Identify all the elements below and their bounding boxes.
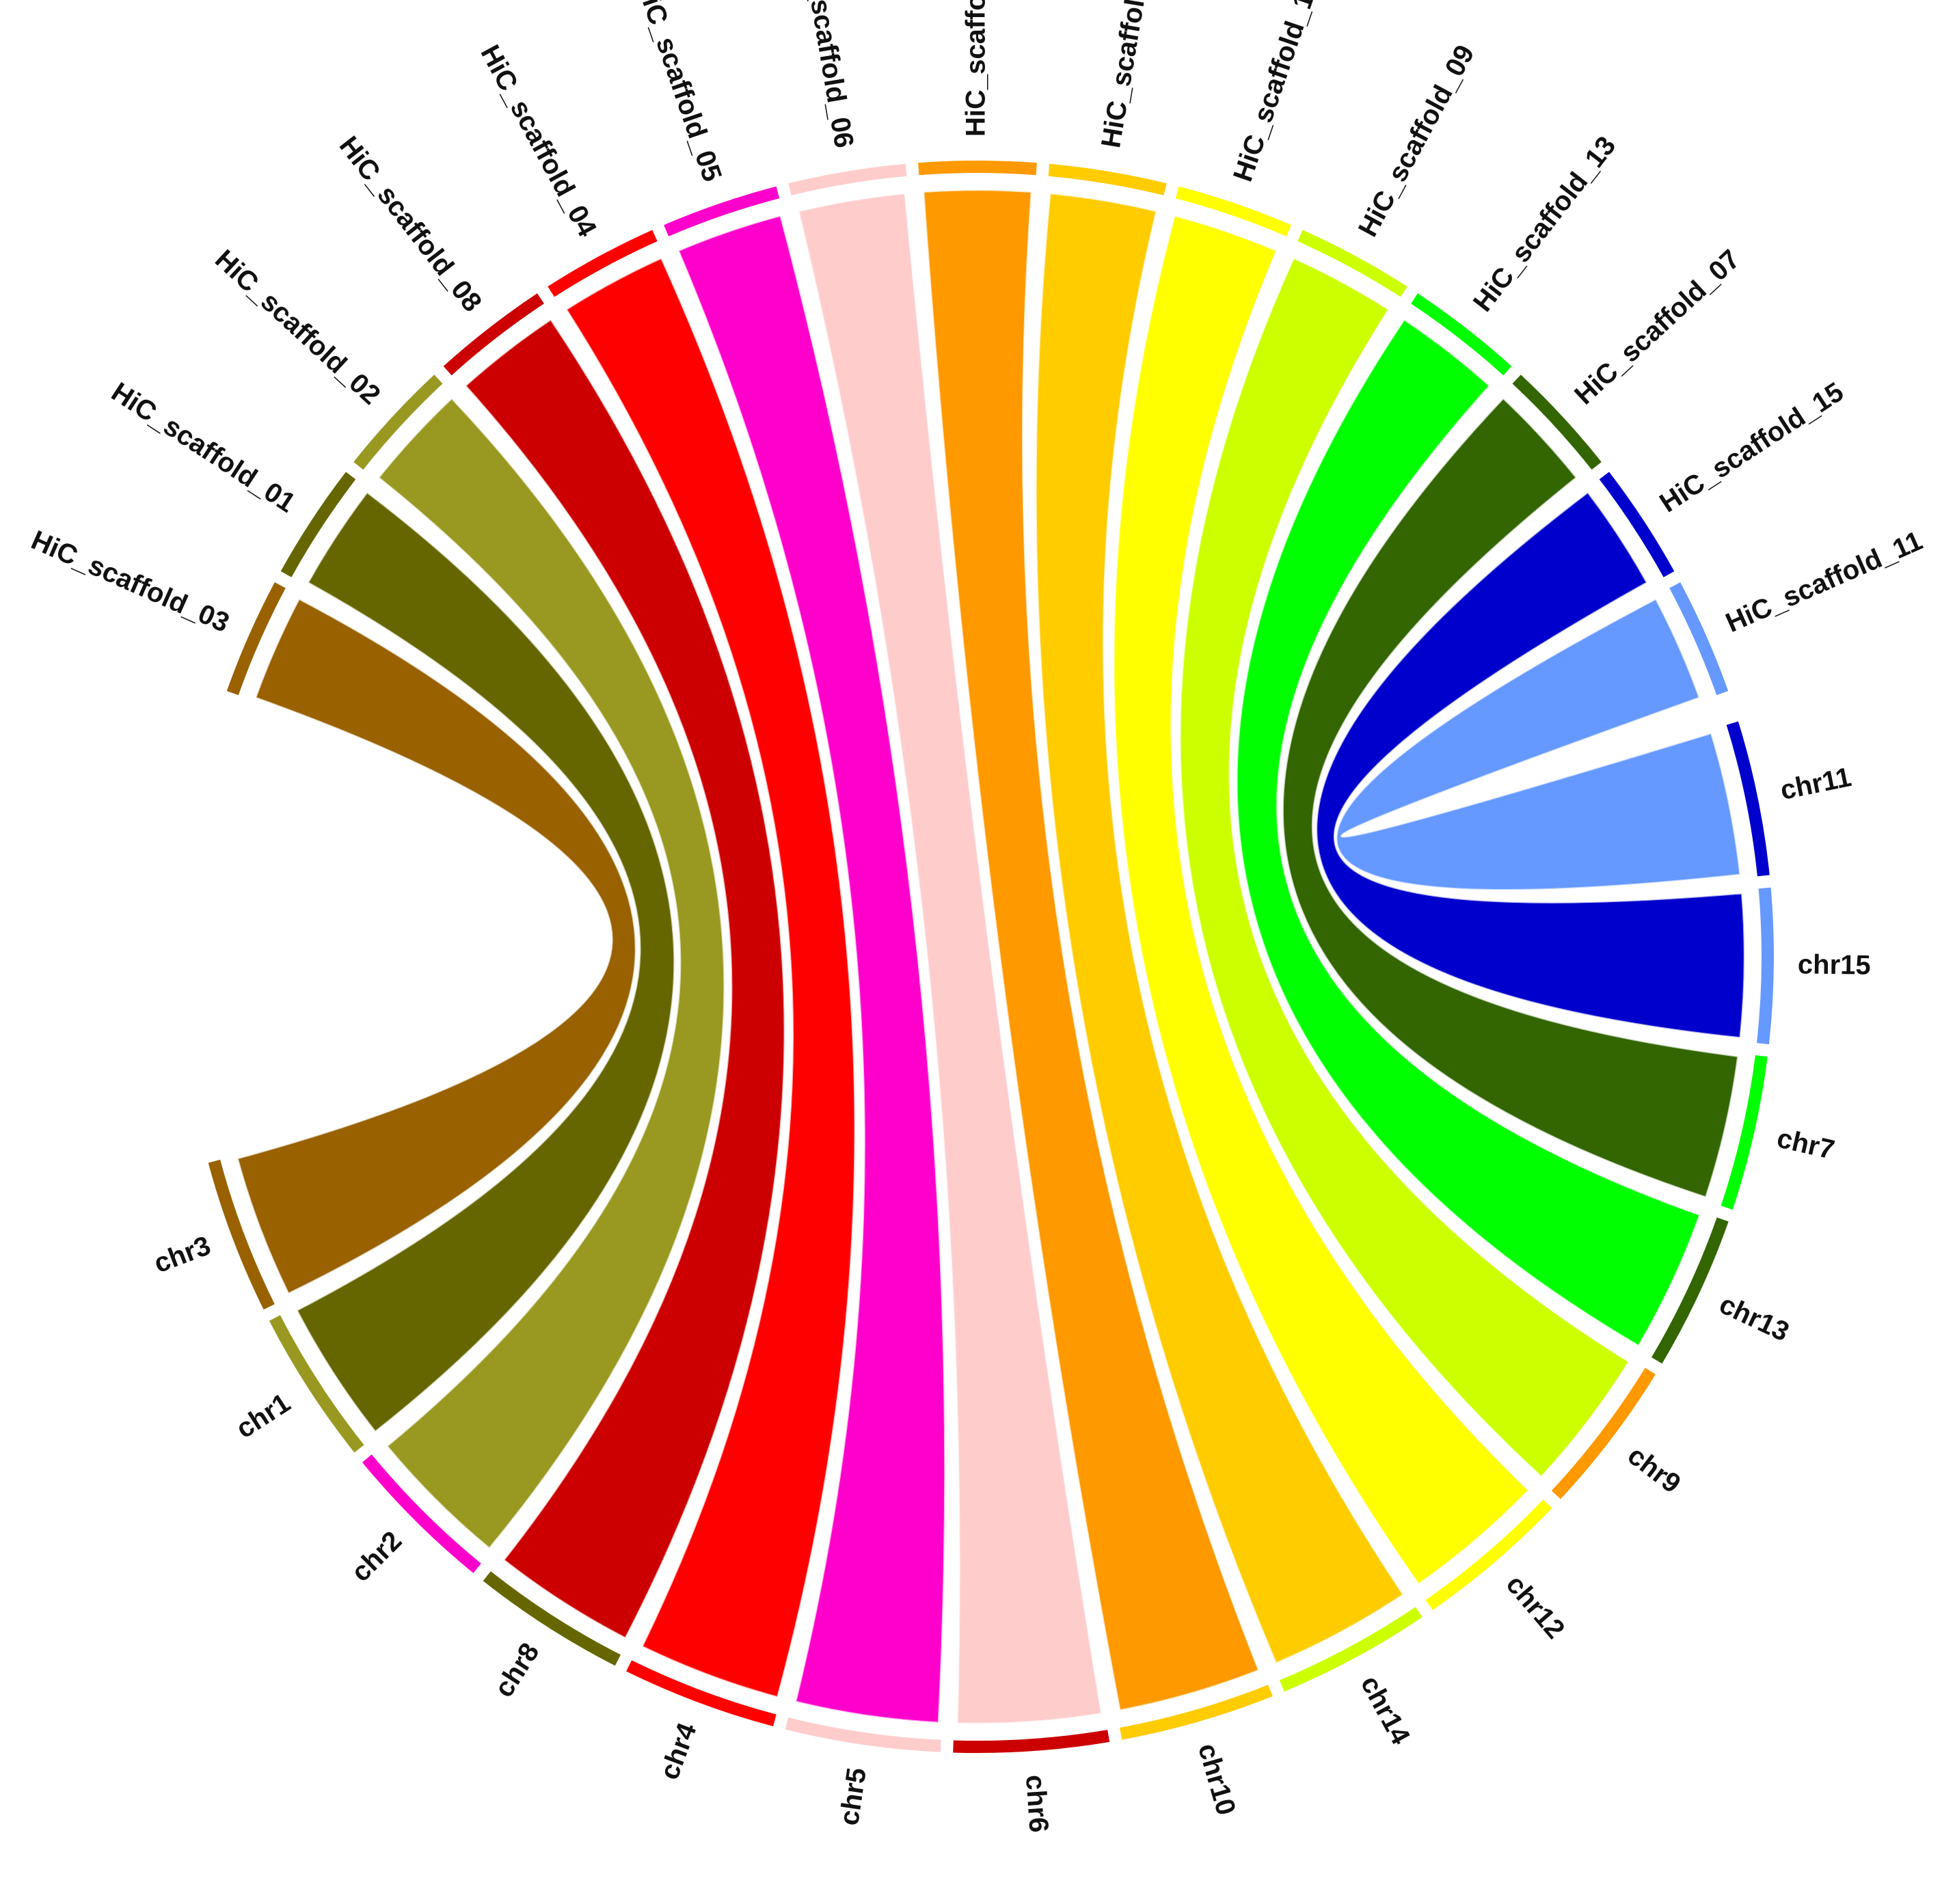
segment-hic-scaffold-01 [280, 472, 356, 577]
segment-hic-scaffold-14 [1048, 163, 1167, 195]
label-chr11: chr11 [1778, 762, 1854, 806]
link-hic-scaffold-09-to-chr9 [1179, 257, 1630, 1478]
segment-chr9 [1551, 1368, 1656, 1499]
label-chr9: chr9 [1622, 1440, 1686, 1499]
link-hic-scaffold-01-to-chr1 [295, 491, 675, 1433]
label-chr4: chr4 [654, 1719, 703, 1784]
segment-chr12 [1425, 1499, 1552, 1610]
label-chr15: chr15 [1798, 949, 1871, 980]
label-hic-scaffold-08: HiC_scaffold_08 [334, 131, 488, 317]
segment-hic-scaffold-06 [788, 163, 907, 195]
segment-chr1 [269, 1315, 364, 1453]
label-chr1: chr1 [231, 1388, 296, 1445]
segment-hic-scaffold-13 [1411, 293, 1512, 376]
link-hic-scaffold-15-to-chr15 [1315, 491, 1746, 1039]
link-hic-scaffold-10-to-chr10 [922, 189, 1260, 1711]
segment-hic-scaffold-05 [664, 186, 780, 236]
label-hic-scaffold-13: HiC_scaffold_13 [1468, 131, 1622, 317]
segment-hic-scaffold-11 [1669, 582, 1729, 696]
segment-chr4 [626, 1660, 777, 1726]
label-chr6: chr6 [1020, 1774, 1054, 1834]
label-hic-scaffold-02: HiC_scaffold_02 [209, 244, 386, 410]
label-chr14: chr14 [1355, 1671, 1416, 1750]
segment-hic-scaffold-03 [226, 582, 286, 696]
segment-chr2 [362, 1454, 481, 1573]
link-hic-scaffold-14-to-chr14 [1035, 192, 1405, 1665]
segment-hic-scaffold-04 [548, 230, 658, 297]
label-chr5: chr5 [834, 1766, 872, 1827]
label-hic-scaffold-06: HiC_scaffold_06 [794, 0, 859, 150]
link-hic-scaffold-11-to-chr11 [1336, 597, 1741, 891]
segment-hic-scaffold-08 [443, 293, 544, 376]
label-hic-scaffold-09: HiC_scaffold_09 [1353, 40, 1481, 242]
link-hic-scaffold-07-to-chr7 [1282, 397, 1739, 1199]
link-hic-scaffold-08-to-chr8 [464, 318, 786, 1640]
label-hic-scaffold-04: HiC_scaffold_04 [474, 40, 602, 242]
link-hic-scaffold-13-to-chr13 [1236, 318, 1701, 1347]
link-hic-scaffold-06-to-chr6 [797, 192, 1103, 1725]
label-hic-scaffold-10: HiC_scaffold_10 [961, 0, 991, 137]
segment-chr8 [483, 1571, 621, 1666]
segment-hic-scaffold-10 [918, 160, 1037, 176]
segment-hic-scaffold-12 [1175, 186, 1291, 236]
link-hic-scaffold-04-to-chr4 [565, 257, 857, 1698]
segment-chr13 [1651, 1217, 1729, 1364]
label-chr3: chr3 [150, 1230, 215, 1279]
label-chr10: chr10 [1192, 1740, 1241, 1819]
segment-chr10 [1120, 1685, 1273, 1740]
label-chr13: chr13 [1715, 1289, 1794, 1347]
label-hic-scaffold-01: HiC_scaffold_01 [106, 377, 301, 518]
segment-chr3 [208, 1159, 275, 1310]
label-chr8: chr8 [489, 1637, 545, 1702]
label-hic-scaffold-07: HiC_scaffold_07 [1569, 244, 1746, 410]
label-hic-scaffold-11: HiC_scaffold_11 [1721, 526, 1927, 638]
segment-chr11 [1726, 721, 1770, 877]
label-chr12: chr12 [1500, 1569, 1571, 1644]
segment-hic-scaffold-07 [1512, 375, 1602, 470]
segment-chr15 [1757, 887, 1774, 1045]
link-hic-scaffold-12-to-chr12 [1113, 215, 1530, 1586]
label-hic-scaffold-15: HiC_scaffold_15 [1654, 377, 1849, 518]
ideogram-ring [208, 160, 1774, 1754]
label-hic-scaffold-12: HiC_scaffold_12 [1228, 0, 1325, 185]
label-hic-scaffold-03: HiC_scaffold_03 [27, 525, 234, 638]
label-hic-scaffold-05: HiC_scaffold_05 [630, 0, 727, 185]
link-group [236, 189, 1746, 1725]
segment-chr5 [785, 1717, 941, 1752]
segment-chr7 [1721, 1055, 1768, 1210]
segment-chr14 [1279, 1607, 1423, 1692]
link-hic-scaffold-02-to-chr2 [377, 397, 725, 1550]
label-chr2: chr2 [346, 1525, 408, 1588]
segment-chr6 [953, 1730, 1110, 1754]
segment-hic-scaffold-09 [1297, 230, 1407, 297]
link-hic-scaffold-03-to-chr3 [236, 597, 637, 1295]
link-hic-scaffold-05-to-chr5 [677, 215, 946, 1724]
label-chr7: chr7 [1775, 1123, 1837, 1165]
segment-hic-scaffold-02 [353, 375, 443, 470]
segment-hic-scaffold-15 [1599, 472, 1675, 577]
label-hic-scaffold-14: HiC_scaffold_14 [1096, 0, 1161, 150]
